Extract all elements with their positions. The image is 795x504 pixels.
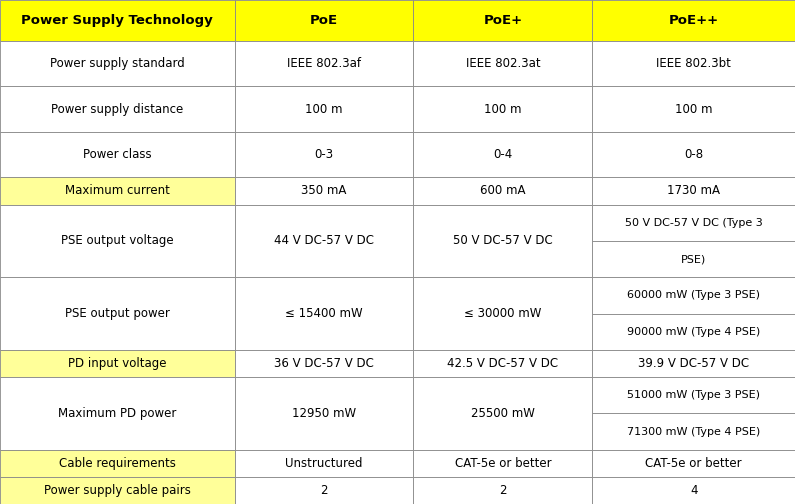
Bar <box>592 413 795 450</box>
Text: Maximum PD power: Maximum PD power <box>58 407 176 420</box>
Text: IEEE 802.3bt: IEEE 802.3bt <box>656 57 731 70</box>
Bar <box>592 41 795 86</box>
Bar <box>235 41 413 86</box>
Bar <box>235 205 413 277</box>
Text: Power supply cable pairs: Power supply cable pairs <box>44 484 191 497</box>
Bar <box>413 132 592 177</box>
Text: PoE+: PoE+ <box>483 14 522 27</box>
Bar <box>592 132 795 177</box>
Bar <box>235 350 413 377</box>
Bar <box>592 377 795 413</box>
Text: 39.9 V DC-57 V DC: 39.9 V DC-57 V DC <box>638 357 749 370</box>
Text: 350 mA: 350 mA <box>301 184 347 198</box>
Text: 100 m: 100 m <box>484 102 522 115</box>
Text: CAT-5e or better: CAT-5e or better <box>455 457 551 470</box>
Bar <box>235 86 413 132</box>
Text: Unstructured: Unstructured <box>285 457 363 470</box>
Bar <box>413 41 592 86</box>
Bar <box>592 205 795 241</box>
Bar <box>413 277 592 350</box>
Bar <box>0 277 235 350</box>
Text: IEEE 802.3at: IEEE 802.3at <box>466 57 540 70</box>
Text: PD input voltage: PD input voltage <box>68 357 166 370</box>
Bar <box>413 477 592 504</box>
Text: Power Supply Technology: Power Supply Technology <box>21 14 213 27</box>
Bar <box>235 177 413 205</box>
Text: 12950 mW: 12950 mW <box>292 407 356 420</box>
Text: PoE: PoE <box>310 14 338 27</box>
Text: 44 V DC-57 V DC: 44 V DC-57 V DC <box>274 234 374 247</box>
Bar <box>413 177 592 205</box>
Text: PSE): PSE) <box>681 254 706 264</box>
Bar <box>235 0 413 41</box>
Bar <box>0 350 235 377</box>
Text: Cable requirements: Cable requirements <box>59 457 176 470</box>
Text: 90000 mW (Type 4 PSE): 90000 mW (Type 4 PSE) <box>627 327 760 337</box>
Text: 71300 mW (Type 4 PSE): 71300 mW (Type 4 PSE) <box>627 426 760 436</box>
Bar <box>235 132 413 177</box>
Text: 4: 4 <box>690 484 697 497</box>
Text: Power supply distance: Power supply distance <box>51 102 184 115</box>
Bar <box>413 450 592 477</box>
Text: Power class: Power class <box>83 148 152 161</box>
Bar <box>0 132 235 177</box>
Text: 2: 2 <box>499 484 506 497</box>
Text: PoE++: PoE++ <box>669 14 719 27</box>
Text: 36 V DC-57 V DC: 36 V DC-57 V DC <box>274 357 374 370</box>
Bar <box>592 477 795 504</box>
Text: 50 V DC-57 V DC (Type 3: 50 V DC-57 V DC (Type 3 <box>625 218 762 228</box>
Bar <box>0 41 235 86</box>
Bar <box>413 350 592 377</box>
Bar <box>0 450 235 477</box>
Text: PSE output power: PSE output power <box>65 307 169 320</box>
Text: 60000 mW (Type 3 PSE): 60000 mW (Type 3 PSE) <box>627 290 760 300</box>
Bar <box>592 313 795 350</box>
Text: CAT-5e or better: CAT-5e or better <box>646 457 742 470</box>
Bar <box>592 177 795 205</box>
Text: 2: 2 <box>320 484 328 497</box>
Text: ≤ 30000 mW: ≤ 30000 mW <box>464 307 541 320</box>
Text: 0-3: 0-3 <box>314 148 334 161</box>
Text: Maximum current: Maximum current <box>65 184 169 198</box>
Bar <box>413 377 592 450</box>
Bar <box>413 0 592 41</box>
Text: 100 m: 100 m <box>675 102 712 115</box>
Bar <box>235 277 413 350</box>
Bar <box>0 86 235 132</box>
Bar <box>413 205 592 277</box>
Text: 51000 mW (Type 3 PSE): 51000 mW (Type 3 PSE) <box>627 390 760 400</box>
Bar <box>0 477 235 504</box>
Text: 0-4: 0-4 <box>493 148 513 161</box>
Bar <box>592 241 795 277</box>
Text: PSE output voltage: PSE output voltage <box>61 234 173 247</box>
Text: 25500 mW: 25500 mW <box>471 407 535 420</box>
Text: 42.5 V DC-57 V DC: 42.5 V DC-57 V DC <box>448 357 558 370</box>
Bar <box>592 0 795 41</box>
Bar <box>592 450 795 477</box>
Text: Power supply standard: Power supply standard <box>50 57 184 70</box>
Bar <box>235 477 413 504</box>
Bar <box>592 350 795 377</box>
Text: 600 mA: 600 mA <box>480 184 525 198</box>
Bar <box>0 0 235 41</box>
Text: IEEE 802.3af: IEEE 802.3af <box>287 57 361 70</box>
Bar <box>592 86 795 132</box>
Text: 0-8: 0-8 <box>684 148 704 161</box>
Bar <box>592 277 795 313</box>
Text: 50 V DC-57 V DC: 50 V DC-57 V DC <box>453 234 553 247</box>
Bar <box>235 377 413 450</box>
Text: ≤ 15400 mW: ≤ 15400 mW <box>285 307 363 320</box>
Text: 100 m: 100 m <box>305 102 343 115</box>
Bar <box>235 450 413 477</box>
Text: 1730 mA: 1730 mA <box>667 184 720 198</box>
Bar <box>0 205 235 277</box>
Bar <box>0 377 235 450</box>
Bar <box>413 86 592 132</box>
Bar <box>0 177 235 205</box>
